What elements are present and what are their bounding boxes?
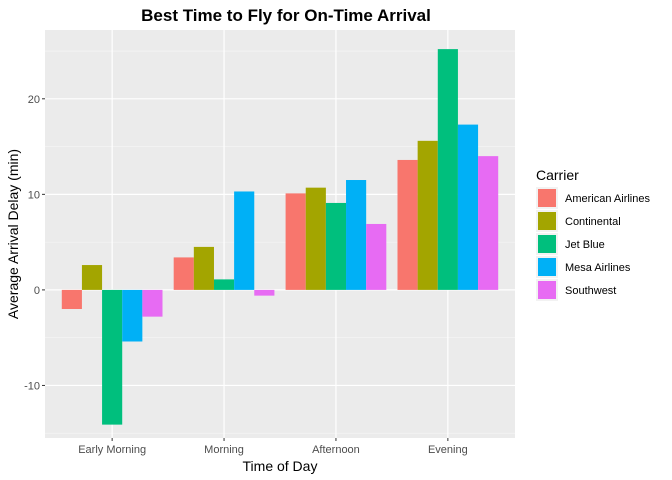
bar xyxy=(346,180,367,290)
chart-title: Best Time to Fly for On-Time Arrival xyxy=(141,6,431,25)
bar xyxy=(173,257,194,290)
legend-label: American Airlines xyxy=(565,193,650,205)
bar xyxy=(457,124,479,290)
legend-label: Jet Blue xyxy=(565,239,605,251)
bar xyxy=(285,193,306,290)
bar xyxy=(305,187,326,290)
bar xyxy=(254,289,275,296)
legend-swatch xyxy=(538,189,556,207)
bar xyxy=(213,279,235,290)
bar xyxy=(193,246,214,290)
bar xyxy=(478,156,499,290)
y-tick-label: -10 xyxy=(24,380,40,392)
legend-swatch xyxy=(538,281,556,299)
bar xyxy=(81,265,103,290)
bar xyxy=(102,289,123,425)
bar xyxy=(234,191,255,290)
bar xyxy=(397,159,418,290)
x-axis: Early Morning Morning Afternoon Evening xyxy=(78,438,468,456)
legend-label: Southwest xyxy=(565,285,616,297)
y-tick-label: 0 xyxy=(34,285,40,297)
bar xyxy=(437,49,458,290)
y-axis-title: Average Arrival Delay (min) xyxy=(5,149,21,319)
bar xyxy=(61,289,82,310)
y-tick-label: 20 xyxy=(28,94,40,106)
bar xyxy=(325,202,347,290)
legend-title: Carrier xyxy=(536,167,579,183)
bar xyxy=(142,289,163,317)
legend-swatch xyxy=(538,258,556,276)
bars-layer xyxy=(61,49,499,425)
bar xyxy=(417,140,438,290)
x-tick-label: Early Morning xyxy=(78,444,146,456)
x-tick-label: Evening xyxy=(428,444,468,456)
x-axis-title: Time of Day xyxy=(243,458,318,474)
legend: Carrier American Airlines Continental Jet … xyxy=(536,167,650,301)
legend-label: Mesa Airlines xyxy=(565,262,631,274)
y-axis: -10 0 10 20 xyxy=(24,94,45,392)
x-tick-label: Morning xyxy=(204,444,244,456)
bar xyxy=(366,223,387,290)
legend-swatch xyxy=(538,212,556,230)
y-tick-label: 10 xyxy=(28,189,40,201)
bar xyxy=(122,289,143,342)
legend-swatch xyxy=(538,235,556,253)
legend-label: Continental xyxy=(565,216,621,228)
x-tick-label: Afternoon xyxy=(312,444,360,456)
